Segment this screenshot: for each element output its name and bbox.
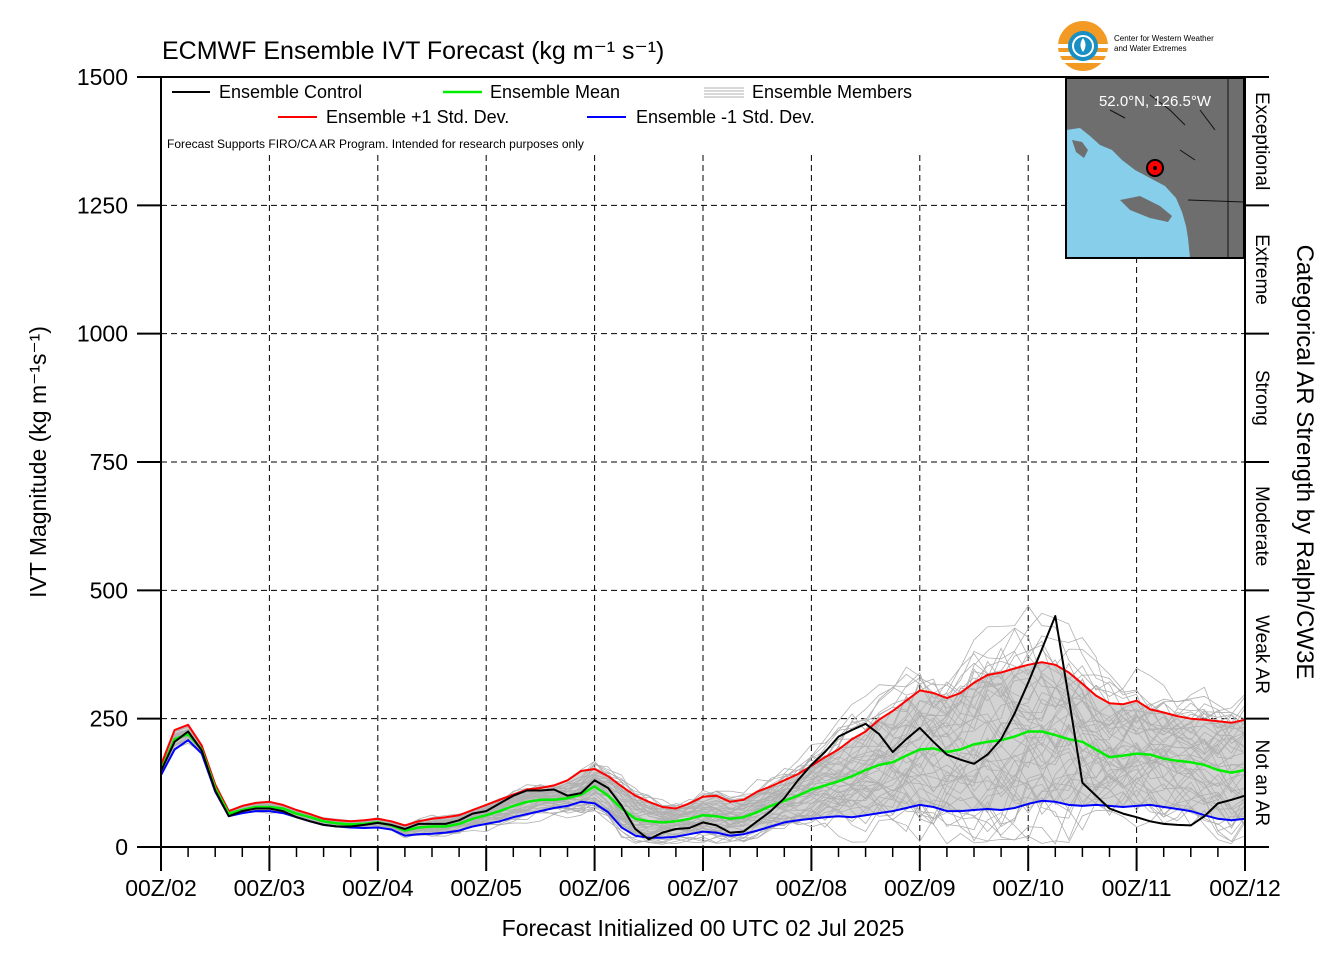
x-tick-label: 00Z/09 <box>884 875 956 901</box>
x-tick-label: 00Z/02 <box>125 875 197 901</box>
right-axis-label: Categorical AR Strength by Ralph/CW3E <box>1291 245 1318 680</box>
x-tick-label: 00Z/12 <box>1209 875 1281 901</box>
legend-label-control: Ensemble Control <box>219 82 362 102</box>
x-tick-label: 00Z/05 <box>450 875 522 901</box>
x-tick-label: 00Z/10 <box>992 875 1064 901</box>
legend: Ensemble Control Ensemble Mean Ensemble … <box>167 82 912 151</box>
x-tick-label: 00Z/07 <box>667 875 739 901</box>
category-labels: Not an AR Weak AR Moderate Strong Extreme Exc… <box>1251 92 1272 826</box>
location-label: 52.0°N, 126.5°W <box>1099 93 1212 110</box>
logo-text-line2: and Water Extremes <box>1114 44 1187 53</box>
y-axis-label: IVT Magnitude (kg m⁻¹s⁻¹) <box>25 326 51 598</box>
ensemble-members <box>160 605 1246 845</box>
y-tick-label: 1000 <box>77 321 128 347</box>
x-tick-label: 00Z/04 <box>342 875 414 901</box>
y-tick-label: 0 <box>115 834 128 860</box>
y-tick-label: 750 <box>90 449 128 475</box>
x-axis-label: Forecast Initialized 00 UTC 02 Jul 2025 <box>502 915 905 941</box>
x-tick-label: 00Z/03 <box>234 875 306 901</box>
y-tick-label: 1250 <box>77 192 128 218</box>
chart-title: ECMWF Ensemble IVT Forecast (kg m⁻¹ s⁻¹) <box>162 37 664 65</box>
category-label: Exceptional <box>1251 92 1272 190</box>
cw3e-logo: Center for Western Weather and Water Ext… <box>1056 21 1214 71</box>
y-tick-labels: 0 250 500 750 1000 1250 1500 <box>77 64 128 860</box>
legend-label-plus-std: Ensemble +1 Std. Dev. <box>326 107 509 127</box>
category-label: Weak AR <box>1251 615 1272 694</box>
axis-ticks <box>137 76 1269 871</box>
location-map: 52.0°N, 126.5°W <box>1065 77 1245 259</box>
legend-label-minus-std: Ensemble -1 Std. Dev. <box>636 107 815 127</box>
category-label: Not an AR <box>1251 740 1272 827</box>
x-tick-label: 00Z/11 <box>1102 875 1172 901</box>
y-tick-label: 250 <box>90 706 128 732</box>
logo-text-line1: Center for Western Weather <box>1114 34 1214 43</box>
x-tick-label: 00Z/06 <box>559 875 631 901</box>
disclaimer-note: Forecast Supports FIRO/CA AR Program. In… <box>167 137 584 151</box>
series-lines <box>159 615 1246 841</box>
category-label: Strong <box>1251 370 1272 426</box>
legend-label-members: Ensemble Members <box>752 82 912 102</box>
spread-band <box>161 662 1245 838</box>
member-line <box>160 678 1246 827</box>
series-line-control <box>160 615 1246 841</box>
legend-swatch-members <box>704 87 744 98</box>
series-line-mean <box>159 730 1246 832</box>
category-label: Extreme <box>1251 234 1272 305</box>
y-tick-label: 1500 <box>77 64 128 90</box>
legend-label-mean: Ensemble Mean <box>490 82 620 102</box>
x-tick-label: 00Z/08 <box>776 875 848 901</box>
y-tick-label: 500 <box>90 577 128 603</box>
category-label: Moderate <box>1251 486 1272 566</box>
grid-lines <box>161 77 1245 847</box>
x-tick-labels: 00Z/02 00Z/03 00Z/04 00Z/05 00Z/06 00Z/07 00Z/… <box>125 875 1281 901</box>
